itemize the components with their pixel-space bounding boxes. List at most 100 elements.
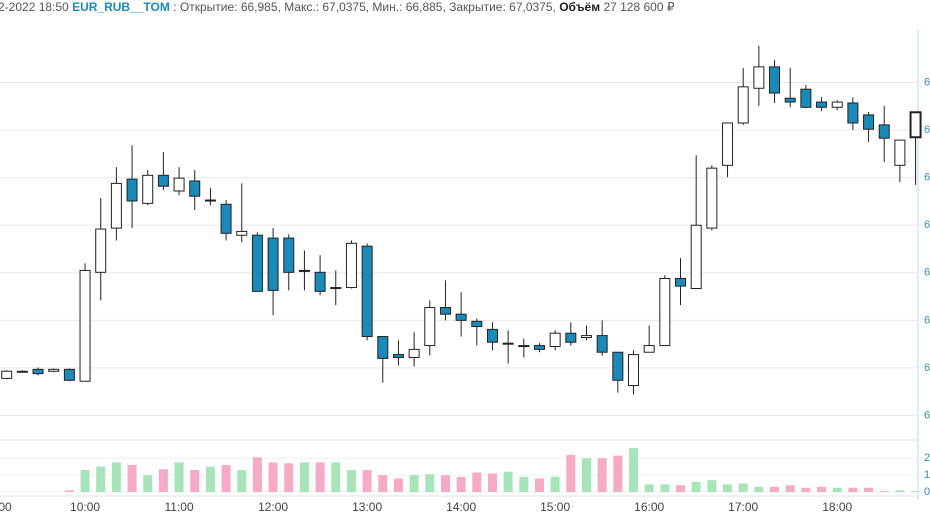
candle-body [878,124,890,139]
candle-body [32,368,44,375]
volume-bar [346,470,356,492]
candle-body [643,345,655,353]
volume-bar [848,487,858,492]
candle-body [784,97,796,103]
volume-bar [644,484,654,492]
header-volume-label: Объём [559,0,600,14]
candle-body [549,332,561,348]
volume-bar [613,455,623,492]
volume-bar [487,473,497,492]
volume-bar [440,475,450,492]
candle-body [298,269,310,272]
candle-body [408,348,420,358]
volume-bar [581,458,591,492]
volume-bar [534,478,544,492]
volume-tick-label: 0 [924,486,930,498]
candle-body [612,351,624,381]
volume-bar [237,470,247,492]
volume-bar [817,486,827,492]
candle-body [236,230,248,236]
volume-bar [895,490,905,492]
candle-body [345,242,357,289]
header-ticker: EUR_RUB__TOM [72,0,170,14]
volume-bar [205,466,215,492]
candle-body [16,370,28,373]
candle-body [737,86,749,124]
candle-body [471,320,483,328]
candle-body [580,335,592,338]
volume-bar [707,480,717,492]
volume-bar [127,464,137,492]
volume-bar [378,475,388,492]
volume-bar [879,491,889,492]
candle-body [189,180,201,197]
candle-body [596,335,608,353]
volume-bar [472,472,482,492]
candle-body [126,178,138,202]
volume-bar [770,486,780,492]
y-tick-label: 6 [924,267,930,279]
candle-body [110,182,122,229]
y-tick-label: 6 [924,172,930,184]
volume-bar [503,471,513,492]
volume-bar [676,485,686,492]
volume-bar [754,486,764,492]
candle-body [628,354,639,387]
x-tick-label: 12:00 [258,500,288,514]
volume-bar [864,487,874,492]
volume-bar [268,462,278,492]
y-tick-label: 6 [924,76,930,88]
volume-bar [393,478,403,492]
candle-body [863,114,875,130]
candle-body [894,139,906,166]
volume-bar [96,466,106,492]
volume-bar [832,487,842,492]
volume-bar [425,474,435,492]
header-ohlc: : Открытие: 66,985, Макс.: 67,0375, Мин.… [173,0,556,14]
volume-bar [629,448,638,492]
candle-body [847,102,859,124]
x-tick-label: 16:00 [634,500,664,514]
volume-bar [284,463,294,492]
candle-body [173,177,185,192]
volume-bar [252,457,262,492]
candle-body [283,237,295,273]
candle-body [518,345,530,348]
candle-body [816,101,828,108]
volume-bar [158,469,168,492]
header: 2-2022 18:50 EUR_RUB__TOM : Открытие: 66… [0,0,675,14]
candle-body [769,66,781,94]
candle-body [157,174,169,187]
candle-body [220,203,232,234]
x-tick-label: 14:00 [446,500,476,514]
y-tick-label: 6 [924,124,930,136]
volume-bar [174,462,184,492]
candle-body [486,328,498,343]
x-tick-label: 10:00 [70,500,100,514]
volume-bar [64,490,74,492]
y-tick-label: 6 [924,219,930,231]
volume-bar [362,470,372,492]
candle-body [675,278,687,287]
candle-body [95,228,107,273]
volume-bar [299,462,309,492]
candle-body [251,234,263,292]
candle-body [79,269,91,382]
candle-body [267,237,279,291]
volume-bar [911,491,921,492]
volume-bar [456,476,466,492]
volume-bar [80,470,90,492]
volume-bar [723,484,733,492]
y-tick-label: 6 [924,362,930,374]
candle-body [722,122,734,166]
x-tick-label: 00 [0,500,12,514]
volume-bar [566,454,576,492]
candle-body [831,101,843,108]
candle-body [800,88,812,108]
volume-bar [111,462,121,492]
candle-body [502,342,514,345]
volume-bar [738,483,748,492]
x-tick-label: 15:00 [540,500,570,514]
